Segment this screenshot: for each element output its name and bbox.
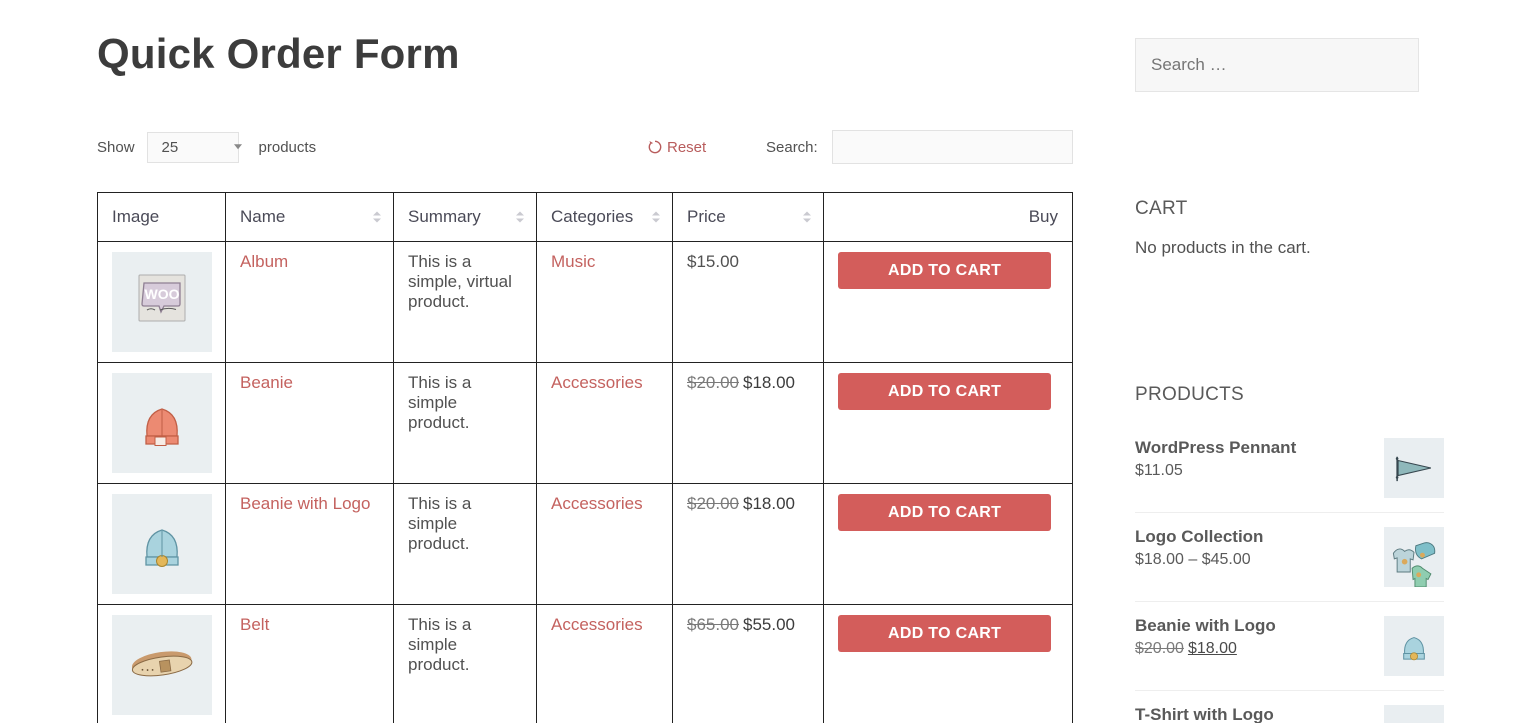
svg-text:WOO: WOO (145, 286, 180, 302)
